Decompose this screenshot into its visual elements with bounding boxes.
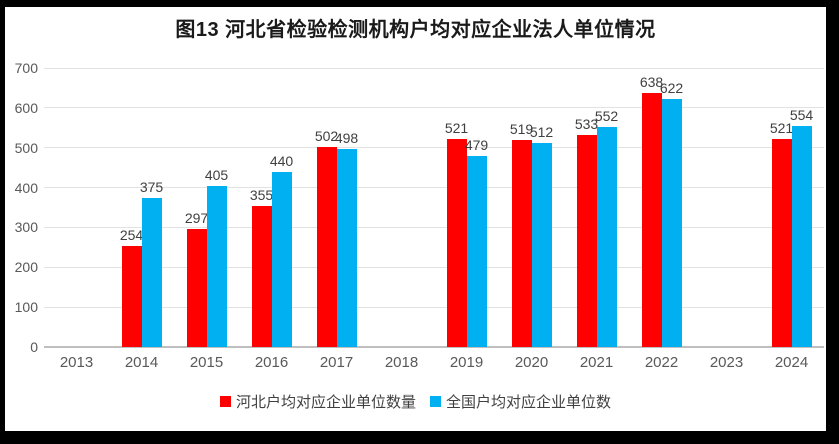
bar-national: 405 xyxy=(205,167,228,347)
bar-hebei: 254 xyxy=(120,227,143,347)
x-tick-label: 2019 xyxy=(449,354,484,371)
plot-area: 0 100 200 300 400 500 600 700 254 375 297 405 355 44… xyxy=(5,7,826,431)
x-tick-label: 2018 xyxy=(384,354,419,371)
bar-hebei: 521 xyxy=(445,120,468,347)
bar-value-label: 554 xyxy=(789,107,814,124)
gridline xyxy=(44,266,824,268)
bar-value-label: 638 xyxy=(639,73,664,90)
bar-national: 440 xyxy=(270,153,293,347)
y-tick-label: 700 xyxy=(14,60,38,76)
bar-group xyxy=(44,68,109,347)
bar-value-label: 440 xyxy=(269,152,294,169)
bar-value-label: 519 xyxy=(509,121,534,138)
bar-value-label: 521 xyxy=(769,120,794,137)
bar-group: 521 479 xyxy=(434,68,499,347)
bar-group: 521 554 xyxy=(759,68,824,347)
bar-group: 355 440 xyxy=(239,68,304,347)
gridline xyxy=(44,107,824,109)
gridline xyxy=(44,67,824,69)
bar-hebei: 533 xyxy=(575,116,598,347)
y-tick-label: 500 xyxy=(14,139,38,156)
x-axis-line xyxy=(44,346,824,348)
x-tick-label: 2020 xyxy=(514,354,549,371)
bar-hebei: 355 xyxy=(250,187,273,347)
gridline xyxy=(44,147,824,149)
y-tick-label: 100 xyxy=(14,299,38,316)
bar-value-label: 512 xyxy=(529,123,554,140)
x-tick-label: 2015 xyxy=(189,354,224,371)
y-tick-label: 400 xyxy=(14,179,38,196)
bar-national: 512 xyxy=(530,124,553,347)
bar-group: 519 512 xyxy=(499,68,564,347)
y-tick-label: 0 xyxy=(30,339,38,355)
bar-value-label: 533 xyxy=(574,115,599,132)
legend-label: 河北户均对应企业单位数量 xyxy=(235,394,416,411)
bar-national: 552 xyxy=(595,108,618,347)
x-tick-label: 2016 xyxy=(254,354,289,371)
bar-group xyxy=(694,68,759,347)
x-tick-label: 2021 xyxy=(579,354,614,371)
legend-item: 河北户均对应企业单位数量 xyxy=(219,391,416,412)
x-tick-label: 2013 xyxy=(59,354,94,371)
bar-value-label: 479 xyxy=(464,137,489,154)
bar-group: 533 552 xyxy=(564,68,629,347)
bar-chart: 图13 河北省检验检测机构户均对应企业法人单位情况 0 100 200 300 400 5… xyxy=(5,7,826,431)
bar-hebei: 521 xyxy=(770,120,793,347)
bar-group: 297 405 xyxy=(174,68,239,347)
gridline xyxy=(44,226,824,228)
x-tick-label: 2024 xyxy=(774,354,809,371)
x-axis: 2013 2014 2015 2016 2017 2018 2019 2020 2021 2022… xyxy=(44,354,824,371)
x-tick-label: 2023 xyxy=(709,354,744,371)
chart-title: 图13 河北省检验检测机构户均对应企业法人单位情况 xyxy=(175,19,656,41)
bar-value-label: 502 xyxy=(314,127,339,144)
bar-hebei: 519 xyxy=(510,121,533,347)
legend-marker-national xyxy=(430,396,441,407)
bar-national: 375 xyxy=(140,179,163,347)
bar-value-label: 355 xyxy=(249,186,274,203)
bar-value-label: 375 xyxy=(139,178,164,195)
legend-label: 全国户均对应企业单位数 xyxy=(446,394,612,411)
gridline xyxy=(44,306,824,308)
bar-hebei: 502 xyxy=(315,128,338,347)
legend-item: 全国户均对应企业单位数 xyxy=(430,391,611,412)
y-tick-label: 600 xyxy=(14,99,38,116)
bar-value-label: 498 xyxy=(334,129,359,146)
bar-national: 554 xyxy=(790,107,813,347)
x-tick-label: 2017 xyxy=(319,354,354,371)
gridline xyxy=(44,187,824,189)
bar-group: 254 375 xyxy=(109,68,174,347)
bar-group: 502 498 xyxy=(304,68,369,347)
bar-hebei: 297 xyxy=(185,210,208,347)
bar-value-label: 552 xyxy=(594,108,619,124)
bar-value-label: 254 xyxy=(119,226,144,243)
bar-value-label: 521 xyxy=(444,120,469,137)
bar-value-label: 297 xyxy=(184,209,209,226)
bar-value-label: 622 xyxy=(659,80,684,97)
bar-national: 479 xyxy=(465,137,488,347)
bar-group: 638 622 xyxy=(629,68,694,347)
bar-group xyxy=(369,68,434,347)
x-tick-label: 2022 xyxy=(644,354,679,371)
y-tick-label: 200 xyxy=(14,259,38,276)
bar-national: 622 xyxy=(660,80,683,347)
legend-marker-hebei xyxy=(219,396,231,407)
legend: 河北户均对应企业单位数量 全国户均对应企业单位数 xyxy=(5,391,826,412)
bar-value-label: 405 xyxy=(204,166,229,183)
bar-hebei: 638 xyxy=(640,74,663,347)
y-tick-label: 300 xyxy=(14,219,38,236)
x-tick-label: 2014 xyxy=(124,354,159,371)
bar-national: 498 xyxy=(335,130,358,347)
bars-layer: 254 375 297 405 355 440 502 498 521 479 519 512 533 5… xyxy=(44,68,824,347)
